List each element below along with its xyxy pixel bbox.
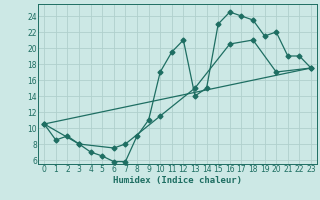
X-axis label: Humidex (Indice chaleur): Humidex (Indice chaleur) [113,176,242,185]
